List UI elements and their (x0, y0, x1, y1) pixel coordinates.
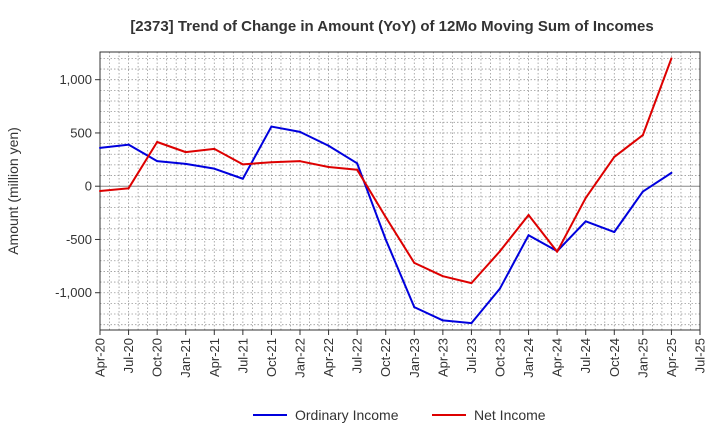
data-point (413, 261, 416, 264)
data-point (499, 250, 501, 253)
data-point (241, 163, 244, 166)
data-point (670, 171, 673, 174)
data-point (356, 168, 359, 171)
series-layer (99, 57, 673, 325)
data-point (299, 130, 301, 133)
x-tick-label: Oct-22 (378, 338, 393, 377)
legend-label: Ordinary Income (295, 407, 399, 423)
x-tick-label: Apr-21 (207, 338, 222, 377)
data-point (99, 146, 101, 149)
data-point (156, 141, 159, 144)
legend: Ordinary Income Net Income (253, 407, 546, 423)
y-tick-label: 0 (85, 179, 92, 194)
data-point (527, 234, 530, 237)
data-point (641, 190, 644, 193)
legend-label: Net Income (474, 407, 546, 423)
data-point (299, 160, 301, 163)
y-tick-label: -1,000 (55, 285, 92, 300)
data-point (327, 166, 330, 169)
x-tick-label: Oct-21 (264, 338, 279, 377)
data-point (156, 160, 159, 163)
x-tick-label: Apr-23 (435, 338, 450, 377)
data-point (127, 187, 130, 190)
data-point (99, 190, 101, 192)
x-tick-label: Oct-24 (607, 338, 622, 377)
data-point (184, 162, 187, 165)
data-point (270, 125, 273, 128)
data-point (470, 282, 473, 285)
y-tick-label: 1,000 (59, 72, 92, 87)
data-point (413, 306, 416, 309)
x-tick-label: Jan-25 (635, 338, 650, 378)
y-tick-label: 500 (70, 125, 92, 140)
data-point (527, 213, 530, 216)
data-point (556, 250, 559, 253)
data-point (184, 151, 187, 154)
y-tick-label: -500 (66, 232, 92, 247)
x-tick-label: Jul-23 (464, 338, 479, 373)
x-tick-label: Apr-25 (664, 338, 679, 377)
x-tick-label: Jan-21 (178, 338, 193, 378)
data-point (270, 161, 273, 164)
x-tick-label: Jul-22 (350, 338, 365, 373)
y-axis-label: Amount (million yen) (5, 127, 21, 255)
x-tick-label: Apr-20 (93, 338, 108, 377)
x-tick-label: Apr-24 (550, 338, 565, 377)
data-point (327, 144, 330, 147)
data-point (613, 231, 616, 234)
x-tick-label: Apr-22 (321, 338, 336, 377)
x-tick-label: Jul-24 (578, 338, 593, 373)
x-tick-label: Jan-22 (293, 338, 308, 378)
data-point (441, 319, 444, 322)
data-point (213, 167, 216, 170)
data-point (241, 177, 244, 180)
data-point (384, 216, 387, 219)
x-tick-label: Oct-20 (150, 338, 165, 377)
data-point (356, 162, 359, 165)
grid (100, 52, 700, 330)
x-tick-label: Jan-23 (407, 338, 422, 378)
data-point (499, 287, 501, 290)
x-tick-label: Oct-23 (493, 338, 508, 377)
data-point (670, 57, 673, 60)
x-tick-label: Jul-25 (693, 338, 708, 373)
x-tick-label: Jan-24 (521, 338, 536, 378)
data-point (613, 155, 616, 158)
chart-title: [2373] Trend of Change in Amount (YoY) o… (130, 18, 653, 35)
data-point (584, 220, 587, 223)
data-point (584, 196, 587, 199)
data-point (470, 322, 473, 325)
data-point (213, 147, 216, 150)
plot-frame (99, 51, 701, 331)
x-tick-label: Jul-21 (235, 338, 250, 373)
data-point (127, 143, 130, 146)
data-point (441, 275, 444, 278)
x-tick-label: Jul-20 (121, 338, 136, 373)
data-point (641, 134, 644, 137)
axes: 1,000 500 0 -500 -1,000 Apr-20 Jul-20 Oct-20 Jan… (55, 51, 708, 378)
data-point (384, 238, 387, 241)
